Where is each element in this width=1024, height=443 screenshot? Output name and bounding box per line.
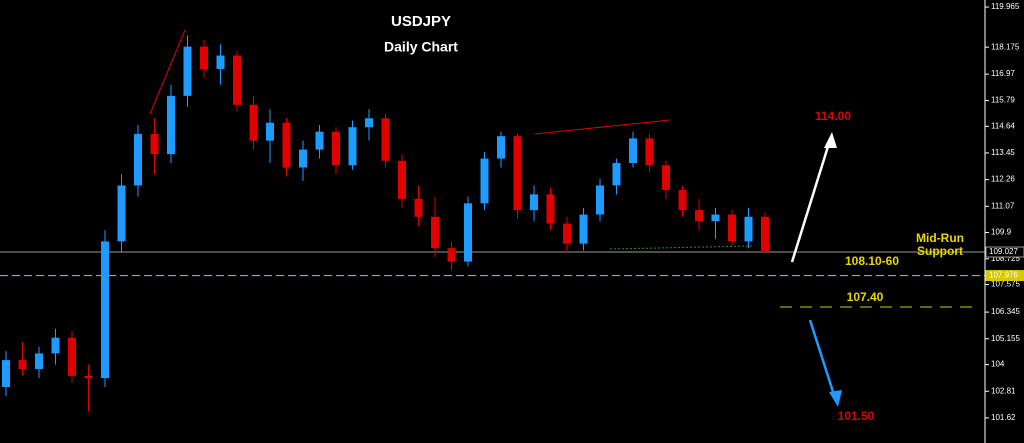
target-label: 114.00 <box>815 109 851 123</box>
support-label: Mid-Run <box>916 231 964 245</box>
candle-body <box>596 185 604 215</box>
candle-body <box>398 160 406 199</box>
y-tick-label: 109.9 <box>991 228 1012 237</box>
trend-line <box>149 29 186 115</box>
y-tick-label: 114.64 <box>991 121 1015 130</box>
level-box <box>985 246 1024 258</box>
candle-body <box>183 46 192 96</box>
y-tick-label: 113.45 <box>991 148 1015 157</box>
candle-body <box>332 131 340 166</box>
arrowhead <box>829 390 842 407</box>
candle-body <box>51 337 60 354</box>
candle-body <box>464 203 472 262</box>
candle-body <box>365 118 373 128</box>
y-tick-label: 116.97 <box>991 69 1015 78</box>
candle-body <box>233 55 241 105</box>
candle-body <box>68 337 76 376</box>
y-tick-label: 106.345 <box>991 307 1020 316</box>
level-label: 108.10-60 <box>845 254 899 268</box>
candle-body <box>2 360 10 388</box>
candle-body <box>662 165 670 190</box>
candle-body <box>282 122 291 168</box>
y-tick-label: 107.575 <box>991 280 1020 289</box>
candle-body <box>315 131 324 150</box>
candle-body <box>18 360 27 370</box>
candle-body <box>299 149 307 168</box>
candle-body <box>728 214 736 242</box>
candle-body <box>513 136 522 211</box>
candle-body <box>761 216 769 253</box>
candle-body <box>629 138 637 164</box>
candle-body <box>167 95 175 155</box>
candle-body <box>695 210 703 222</box>
level-label: 109.027 <box>989 247 1018 256</box>
y-tick-label: 115.79 <box>991 96 1015 105</box>
y-tick-label: 101.62 <box>991 413 1016 422</box>
candle-body <box>266 122 274 141</box>
candle-body <box>546 194 555 224</box>
candle-body <box>744 216 753 242</box>
candle-body <box>134 133 142 186</box>
candle-body <box>645 138 654 166</box>
y-tick-label: 108.725 <box>991 254 1020 263</box>
arrowhead <box>824 132 837 148</box>
candle-body <box>480 158 489 204</box>
target-label: 101.50 <box>838 409 875 423</box>
arrow-down <box>808 319 837 399</box>
candle-body <box>84 375 93 379</box>
level-label: 107.40 <box>847 290 884 304</box>
candle-body <box>431 216 439 249</box>
candle-body <box>447 248 456 262</box>
candle-body <box>678 189 687 211</box>
candle-body <box>497 136 505 159</box>
support-label: Support <box>917 244 963 258</box>
candle-body <box>579 214 588 244</box>
candle-body <box>612 163 621 186</box>
y-tick-label: 118.175 <box>991 42 1020 51</box>
chart-title: USDJPY <box>391 13 451 30</box>
candle-body <box>150 133 159 155</box>
candle-body <box>35 353 43 370</box>
y-tick-label: 119.965 <box>991 2 1020 11</box>
level-box <box>985 270 1024 282</box>
level-label: 107.976 <box>989 271 1018 280</box>
candle-body <box>348 127 357 166</box>
candle-body <box>414 198 423 217</box>
candle-body <box>249 104 258 141</box>
candle-body <box>117 185 126 242</box>
candle-body <box>216 55 225 69</box>
candle-body <box>530 194 538 211</box>
candle-body <box>101 241 109 379</box>
y-tick-label: 104 <box>991 360 1005 369</box>
chart-subtitle: Daily Chart <box>384 39 458 55</box>
candle-body <box>381 118 390 161</box>
y-tick-label: 111.07 <box>991 201 1015 210</box>
y-tick-label: 112.26 <box>991 175 1015 184</box>
candle-body <box>711 214 720 222</box>
y-tick-label: 102.81 <box>991 386 1016 395</box>
y-tick-label: 105.155 <box>991 334 1020 343</box>
candle-body <box>563 223 571 244</box>
arrow-up <box>790 139 832 263</box>
trend-line <box>534 119 671 135</box>
candle-body <box>200 46 208 69</box>
